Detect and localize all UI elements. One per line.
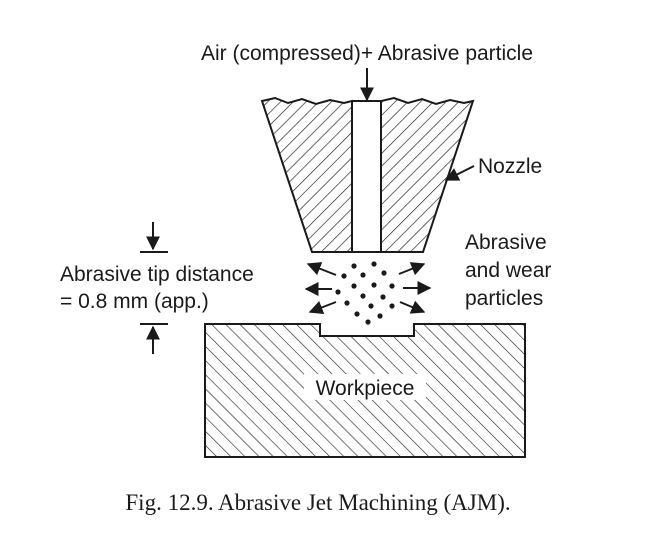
inlet-label: Air (compressed)+ Abrasive particle (201, 42, 533, 65)
splash-arrows (304, 262, 432, 315)
tip-distance-dimension (140, 222, 168, 354)
tip-distance-label-line1: Abrasive tip distance (60, 263, 254, 286)
workpiece-label: Workpiece (316, 377, 415, 400)
tip-distance-label-line2: = 0.8 mm (app.) (60, 290, 209, 313)
splash-arrow-upper-right (398, 262, 426, 276)
figure-caption: Fig. 12.9. Abrasive Jet Machining (AJM). (125, 490, 510, 515)
particles-label-line3: particles (465, 287, 543, 310)
nozzle-pointer (444, 165, 475, 181)
splash-arrow-lower-right (399, 300, 426, 314)
abrasive-particle-cloud (335, 261, 395, 325)
splash-arrow-lower-left (308, 300, 337, 315)
particles-label-line2: and wear (465, 259, 551, 282)
nozzle-left-wall (260, 96, 353, 253)
nozzle-bore (351, 100, 382, 253)
nozzle-label: Nozzle (478, 155, 542, 178)
nozzle-right-wall (380, 96, 475, 253)
particles-label-line1: Abrasive (465, 231, 547, 254)
workpiece-label-backing (304, 374, 426, 400)
splash-arrow-upper-left (306, 262, 337, 276)
